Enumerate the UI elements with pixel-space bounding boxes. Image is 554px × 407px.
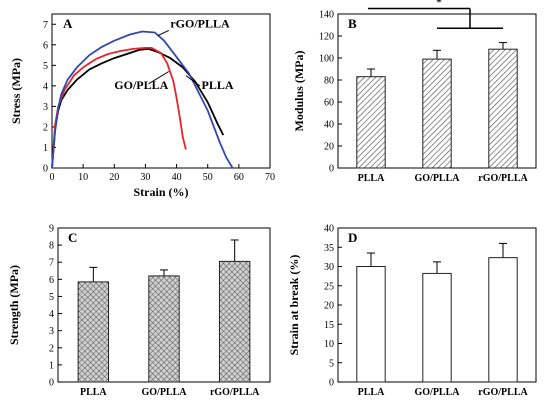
y-tick-label: 5: [43, 61, 48, 72]
category-label: PLLA: [358, 387, 385, 398]
y-tick-label: 1: [49, 360, 54, 371]
bar-plla: [77, 281, 110, 383]
y-tick-label: 0: [49, 378, 54, 389]
y-tick-label: 20: [324, 142, 334, 153]
y-tick-label: 140: [319, 10, 334, 21]
y-tick-label: 120: [319, 32, 334, 43]
y-tick-label: 6: [49, 275, 54, 286]
y-tick-label: 40: [324, 120, 334, 131]
category-label: rGO/PLLA: [478, 387, 528, 398]
series-line-rgo-plla: [51, 30, 234, 169]
y-tick-label: 7: [43, 20, 48, 31]
y-axis-label: Modulus (MPa): [292, 50, 306, 131]
bar-rgo-plla: [488, 48, 518, 169]
y-tick-label: 7: [49, 258, 54, 269]
y-tick-label: 1: [43, 143, 48, 154]
y-axis-label: Stress (MPa): [9, 58, 23, 124]
category-label: PLLA: [80, 387, 107, 398]
y-tick-label: 15: [324, 320, 334, 331]
y-tick-label: 100: [319, 54, 334, 65]
bar-go-plla: [422, 58, 452, 169]
x-tick-label: 20: [109, 172, 119, 183]
y-tick-label: 3: [43, 102, 48, 113]
x-tick-label: 0: [50, 172, 55, 183]
category-label: rGO/PLLA: [478, 173, 528, 184]
bar-rgo-plla: [488, 257, 518, 383]
y-tick-label: 4: [43, 81, 48, 92]
panel-label: C: [68, 230, 77, 245]
leader-line: [185, 75, 201, 87]
category-label: GO/PLLA: [414, 387, 460, 398]
y-tick-label: 30: [324, 262, 334, 273]
x-tick-label: 70: [265, 172, 275, 183]
x-tick-label: 30: [140, 172, 150, 183]
y-tick-label: 6: [43, 40, 48, 51]
x-tick-label: 50: [203, 172, 213, 183]
plot-frame: [51, 13, 271, 169]
curve-label: rGO/PLLA: [170, 16, 230, 30]
bar-plla: [356, 76, 386, 169]
panel-label: B: [348, 16, 357, 31]
category-label: GO/PLLA: [414, 173, 460, 184]
panel-c-chart: 0 1 2 3 4 5 6 7 8 9 Strength (MPa) C PLLA GO/PLLA rGO/…: [7, 224, 271, 398]
panel-label: A: [63, 16, 73, 31]
y-tick-label: 8: [49, 241, 54, 252]
bar-go-plla: [422, 272, 452, 383]
panel-b-chart: 0 20 40 60 80 100 120 140 Modulus (MPa) B PLLA GO/P…: [292, 0, 537, 184]
y-tick-label: 80: [324, 76, 334, 87]
x-tick-label: 40: [172, 172, 182, 183]
y-axis-label: Strength (MPa): [7, 265, 21, 345]
y-tick-label: 2: [49, 343, 54, 354]
y-tick-label: 0: [329, 378, 334, 389]
y-tick-label: 20: [324, 301, 334, 312]
category-label: rGO/PLLA: [210, 387, 260, 398]
curve-label: GO/PLLA: [114, 78, 168, 92]
y-tick-label: 35: [324, 243, 334, 254]
panel-d-chart: 0 5 10 15 20 25 30 35 40 Strain at break (%) D PLLA…: [287, 224, 537, 398]
series-line-go-plla: [51, 47, 187, 169]
significance-marker: *: [436, 0, 442, 9]
y-tick-label: 0: [43, 164, 48, 175]
x-tick-label: 10: [78, 172, 88, 183]
y-tick-label: 5: [49, 292, 54, 303]
bar-go-plla: [148, 275, 180, 383]
y-tick-label: 9: [49, 224, 54, 235]
leader-line: [157, 29, 169, 37]
y-tick-label: 0: [329, 164, 334, 175]
bar-rgo-plla: [218, 260, 251, 383]
category-label: PLLA: [358, 173, 385, 184]
bar-plla: [356, 266, 386, 383]
y-tick-label: 10: [324, 339, 334, 350]
y-axis-label: Strain at break (%): [287, 255, 301, 356]
y-tick-label: 40: [324, 224, 334, 235]
panel-label: D: [348, 230, 357, 245]
curve-label: PLLA: [201, 78, 233, 92]
y-tick-label: 5: [329, 358, 334, 369]
y-tick-label: 60: [324, 98, 334, 109]
y-tick-label: 25: [324, 281, 334, 292]
y-tick-label: 2: [43, 122, 48, 133]
y-tick-label: 3: [49, 326, 54, 337]
y-tick-label: 4: [49, 309, 54, 320]
x-tick-label: 60: [234, 172, 244, 183]
category-label: GO/PLLA: [141, 387, 187, 398]
leader-line: [148, 71, 170, 85]
x-axis-label: Strain (%): [134, 185, 189, 199]
panel-a-chart: 0 10 20 30 40 50 60 70 0 1 2 3 4 5 6 7 Strain (%) Stress …: [9, 13, 275, 199]
